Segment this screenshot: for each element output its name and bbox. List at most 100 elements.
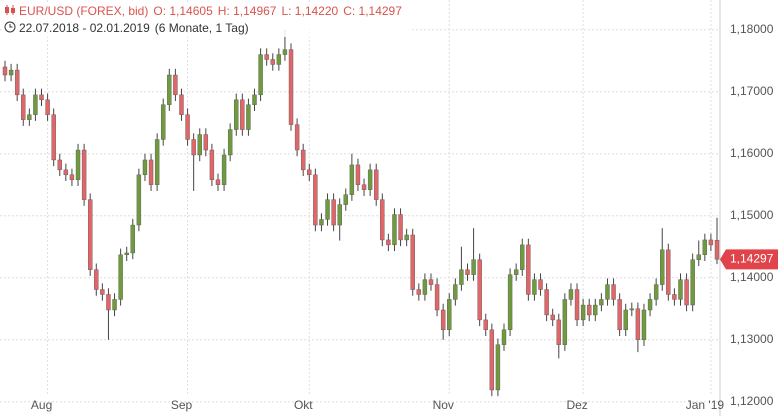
candle-body xyxy=(392,214,397,246)
candle-body xyxy=(63,169,69,176)
candle-body xyxy=(307,169,312,176)
candle-body xyxy=(270,59,275,65)
candle-body xyxy=(300,149,306,171)
candle-body xyxy=(173,74,178,96)
candle-body xyxy=(513,269,519,275)
candle-body xyxy=(118,254,123,300)
candle-body xyxy=(240,99,245,130)
low: L: 1,14220 xyxy=(281,4,339,18)
x-tick-label: Dez xyxy=(566,398,587,412)
candle-body xyxy=(276,54,282,65)
candle-body xyxy=(660,249,665,285)
candle-body xyxy=(288,49,294,125)
candle-body xyxy=(246,104,251,130)
candle-body xyxy=(422,279,428,295)
candle-body xyxy=(599,299,604,306)
candle-body xyxy=(179,94,184,115)
candle-body xyxy=(33,94,38,115)
candle-body xyxy=(556,319,561,345)
candle-body xyxy=(641,309,647,340)
candle-body xyxy=(672,294,677,300)
y-tick-label: 1,16000 xyxy=(730,146,774,160)
candle-body xyxy=(374,169,379,200)
candle-body xyxy=(130,224,135,254)
candle-body xyxy=(349,164,355,195)
candle-body xyxy=(100,289,105,295)
candle-body xyxy=(87,199,93,270)
candle-body xyxy=(14,69,20,96)
candle-body xyxy=(343,194,348,205)
candle-body xyxy=(51,114,56,161)
candle-body xyxy=(27,114,32,120)
candle-body xyxy=(398,214,403,241)
candle-body xyxy=(568,289,574,300)
price-label: 1,14297 xyxy=(730,252,774,266)
range-line: 22.07.2018 - 02.01.2019 (6 Monate, 1 Tag) xyxy=(4,20,407,37)
y-tick-label: 1,12000 xyxy=(730,394,774,408)
candle-body xyxy=(587,304,592,316)
candle-body xyxy=(112,299,117,311)
candle-body xyxy=(678,279,683,300)
candle-body xyxy=(653,284,659,300)
candle-body xyxy=(459,269,464,285)
candle-body xyxy=(544,289,549,316)
candle-body xyxy=(124,252,129,256)
candle-body xyxy=(380,199,385,241)
candle-body xyxy=(666,249,671,295)
candle-body xyxy=(532,279,537,295)
candle-body xyxy=(325,199,330,220)
y-tick-label: 1,17000 xyxy=(730,84,774,98)
candle-body xyxy=(215,179,221,185)
candle-body xyxy=(313,174,318,226)
candle-body xyxy=(94,269,99,290)
close: C: 1,14297 xyxy=(343,4,402,18)
clock-icon xyxy=(4,21,16,33)
candle-body xyxy=(428,279,434,285)
candle-body xyxy=(562,299,568,345)
candle-body xyxy=(453,284,458,300)
candle-body xyxy=(21,94,26,120)
candle-body xyxy=(684,279,689,306)
candle-body xyxy=(714,240,720,260)
candle-body xyxy=(161,104,166,140)
candle-body xyxy=(647,299,653,311)
y-tick-label: 1,15000 xyxy=(730,208,774,222)
candle-body xyxy=(136,174,142,226)
candle-body xyxy=(702,239,708,256)
candle-body xyxy=(148,159,154,185)
candle-body xyxy=(69,174,75,180)
candle-body xyxy=(611,284,616,300)
candle-body xyxy=(483,319,488,331)
candle-icon xyxy=(5,5,15,15)
candle-body xyxy=(404,234,409,241)
candle-body xyxy=(538,279,543,290)
candle-body xyxy=(501,329,507,345)
candle-body xyxy=(294,124,300,151)
candle-body xyxy=(106,294,111,311)
candle-body xyxy=(227,129,233,156)
candle-body xyxy=(623,309,628,331)
candle-body xyxy=(447,299,452,331)
candle-body xyxy=(154,139,160,185)
open: O: 1,14605 xyxy=(153,4,213,18)
high: H: 1,14967 xyxy=(217,4,277,18)
candle-body xyxy=(367,169,373,190)
candle-body xyxy=(593,304,598,316)
price-marker xyxy=(720,249,778,270)
candle-body xyxy=(550,314,555,321)
y-tick-label: 1,14000 xyxy=(730,270,774,284)
range: 22.07.2018 - 02.01.2019 xyxy=(19,21,150,35)
candle-body xyxy=(337,204,342,226)
candle-body xyxy=(361,184,367,190)
candle-body xyxy=(2,66,8,76)
candle-body xyxy=(434,284,440,311)
x-tick-label: Aug xyxy=(31,398,52,412)
x-tick-label: Nov xyxy=(433,398,454,412)
candle-body xyxy=(234,99,239,130)
candle-body xyxy=(331,199,336,226)
candle-body xyxy=(410,234,415,290)
x-tick-label: Jan '19 xyxy=(686,398,725,412)
candle-body xyxy=(142,159,148,176)
candle-body xyxy=(465,269,470,275)
